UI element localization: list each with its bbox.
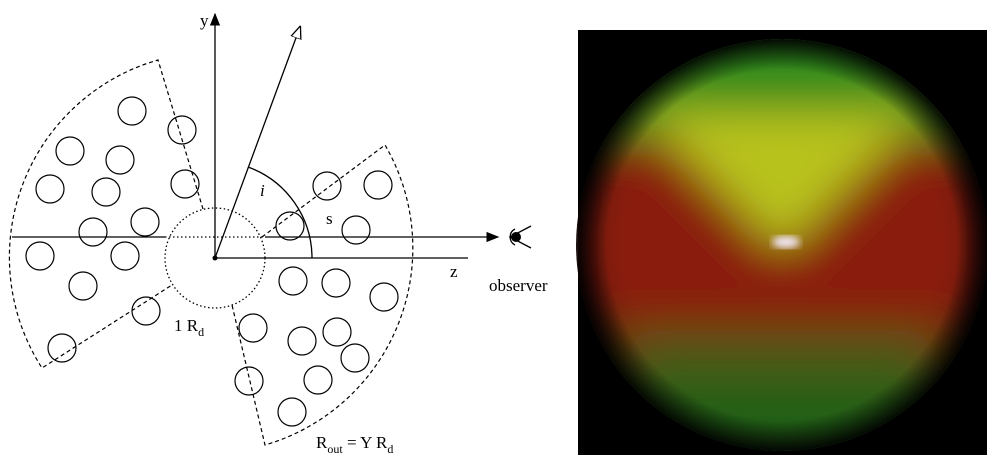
s-label: s [326, 209, 333, 228]
z-label: z [450, 262, 458, 281]
figure: y z i s observer 1 Rd Rout = Y Rd [0, 0, 987, 455]
clouds [26, 97, 398, 426]
observer-label: observer [489, 276, 548, 295]
origin [213, 256, 218, 261]
inclination-vector [215, 27, 300, 258]
schematic: y z i s observer 1 Rd Rout = Y Rd [9, 11, 547, 455]
y-label: y [200, 11, 209, 30]
outer-radius-label: Rout = Y Rd [316, 433, 393, 455]
inclination-arc [248, 167, 312, 258]
eye-icon [510, 226, 531, 248]
i-label: i [260, 181, 265, 200]
inner-radius-label: 1 Rd [174, 316, 204, 339]
model-image [560, 20, 987, 455]
